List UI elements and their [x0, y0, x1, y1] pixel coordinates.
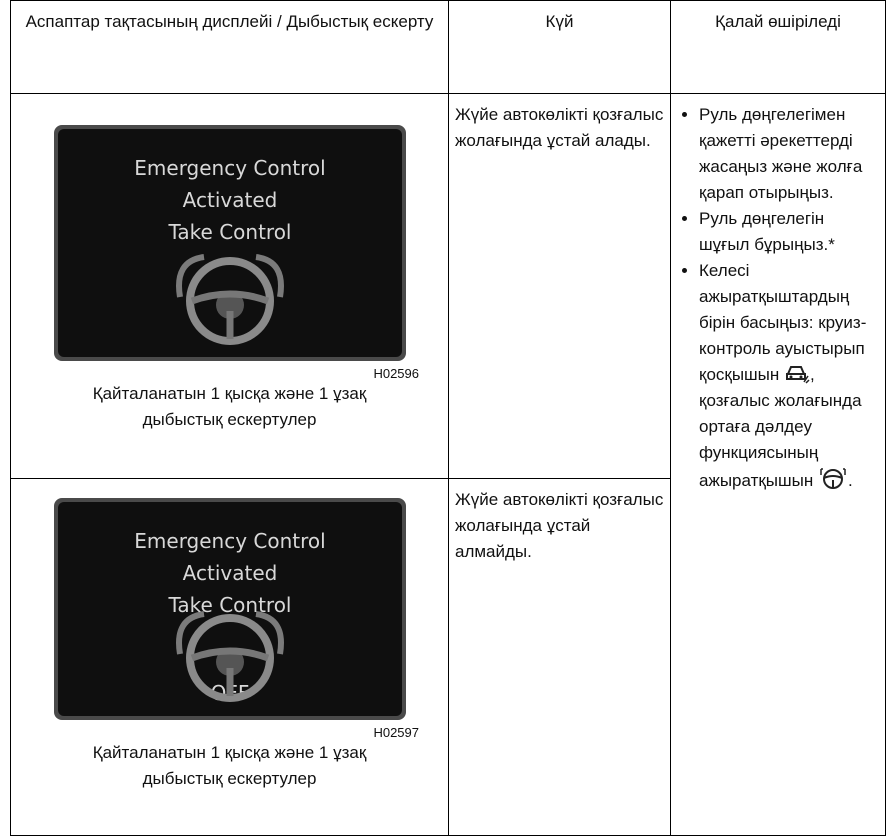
display-text: Emergency Control: [134, 529, 325, 553]
wheel-spokes: [190, 290, 269, 339]
display-text: Emergency Control: [134, 156, 325, 180]
state-cell: Жүйе автокөлікті қозғалыс жолағында ұста…: [448, 93, 671, 479]
row: Emergency Control Activated Take Control OF…: [10, 478, 886, 836]
how-list: Руль дөңгелегімен қажетті әрекеттерді жа…: [679, 102, 879, 494]
cruise-icon: [786, 366, 810, 384]
how-text: Келесі ажыратқыштардың бірін басыңыз: кр…: [699, 261, 867, 384]
row: Emergency Control Activated Take Control H0…: [10, 93, 886, 836]
hands: [175, 254, 284, 298]
display-text: Activated: [182, 188, 277, 212]
how-item: Келесі ажыратқыштардың бірін басыңыз: кр…: [699, 258, 879, 494]
display-cell: Emergency Control Activated Take Control OF…: [10, 478, 449, 836]
table: Аспаптар тақтасының дисплейі / Дыбыстық …: [10, 0, 886, 836]
sound-warning: Қайталанатын 1 қысқа және 1 ұзақ дыбысты…: [92, 384, 367, 429]
display-text: Activated: [182, 561, 277, 585]
display-text: Take Control: [167, 593, 291, 617]
image-code: H02597: [373, 725, 419, 740]
lane-icon: [820, 468, 846, 489]
display-text: Take Control: [167, 220, 291, 244]
header-cell: Күй: [448, 0, 671, 94]
header-row: Аспаптар тақтасының дисплейі / Дыбыстық …: [10, 0, 886, 94]
how-item: Руль дөңгелегімен қажетті әрекеттерді жа…: [699, 102, 879, 206]
how-text: .: [848, 471, 853, 490]
state-cell: Жүйе автокөлікті қозғалыс жолағында ұста…: [448, 478, 671, 836]
header-cell: Аспаптар тақтасының дисплейі / Дыбыстық …: [10, 0, 449, 94]
wheel-rim: [185, 257, 274, 345]
display-image: Emergency Control Activated Take Control: [53, 125, 406, 361]
how-item: Руль дөңгелегін шұғыл бұрыңыз.*: [699, 206, 879, 258]
wheel-hub: [215, 648, 244, 676]
sound-warning: Қайталанатын 1 қысқа және 1 ұзақ дыбысты…: [92, 743, 367, 788]
display-cell: Emergency Control Activated Take Control H0…: [10, 93, 449, 479]
image-code: H02596: [373, 366, 419, 381]
wheel-spokes: [190, 647, 269, 696]
header-cell: Қалай өшіріледі: [670, 0, 886, 94]
wheel-rim: [185, 614, 274, 702]
wheel-hub: [215, 291, 244, 319]
hands: [175, 611, 284, 655]
display-screen: [57, 502, 402, 716]
how-text: , қозғалыс жолағында ортаға дәлдеу функц…: [699, 365, 862, 490]
display-screen: [57, 129, 402, 357]
how-cell: Руль дөңгелегімен қажетті әрекеттерді жа…: [670, 93, 886, 836]
